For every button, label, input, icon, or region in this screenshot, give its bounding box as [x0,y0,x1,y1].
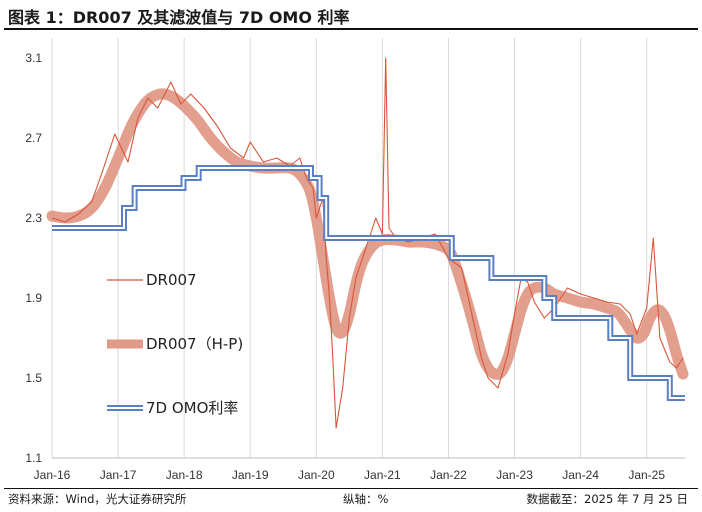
data-date-note: 数据截至：2025 年 7 月 25 日 [526,492,689,506]
series-line-dr007-hp [46,88,689,380]
legend-label-dr007-hp: DR007（H-P) [146,335,243,353]
x-tick-label: Jan-18 [166,468,203,482]
y-tick-label: 2.3 [25,211,42,225]
y-tick-label: 1.9 [25,291,42,305]
x-tick-label: Jan-16 [34,468,71,482]
y-tick-label: 3.1 [25,51,42,65]
legend: DR007 DR007（H-P) 7D OMO利率 [107,271,243,417]
x-tick-label: Jan-24 [562,468,599,482]
footer-rule [4,488,698,489]
series-line-omo-inner [52,167,685,399]
chart-title: 图表 1：DR007 及其滤波值与 7D OMO 利率 [8,8,350,27]
x-tick-label: Jan-21 [364,468,401,482]
x-tick-label: Jan-17 [100,468,137,482]
y-tick-label: 1.1 [25,451,42,465]
x-tick-label: Jan-22 [430,468,467,482]
title-rule [4,28,698,30]
y-tick-label: 1.5 [25,371,42,385]
x-axis: Jan-16 Jan-17 Jan-18 Jan-19 Jan-20 Jan-21 Jan-… [34,468,666,482]
chart: 3.12.72.31.91.51.1 Jan-16 Jan-17 Jan-18 Jan… [25,38,689,482]
x-tick-label: Jan-23 [496,468,533,482]
x-tick-label: Jan-20 [298,468,335,482]
legend-label-omo: 7D OMO利率 [146,399,238,417]
y-tick-label: 2.7 [25,131,42,145]
series-dr007 [51,57,684,429]
series-omo [52,165,685,401]
axis-unit-note: 纵轴：% [343,492,389,506]
series-line-dr007 [51,57,684,429]
x-tick-label: Jan-19 [232,468,269,482]
legend-label-dr007: DR007 [146,271,197,289]
y-axis: 3.1 2.7 2.3 1.9 1.5 1.1 [25,51,42,465]
x-tick-label: Jan-25 [628,468,665,482]
series-dr007-hp [46,88,689,380]
source-note: 资料来源：Wind，光大证券研究所 [8,492,187,506]
